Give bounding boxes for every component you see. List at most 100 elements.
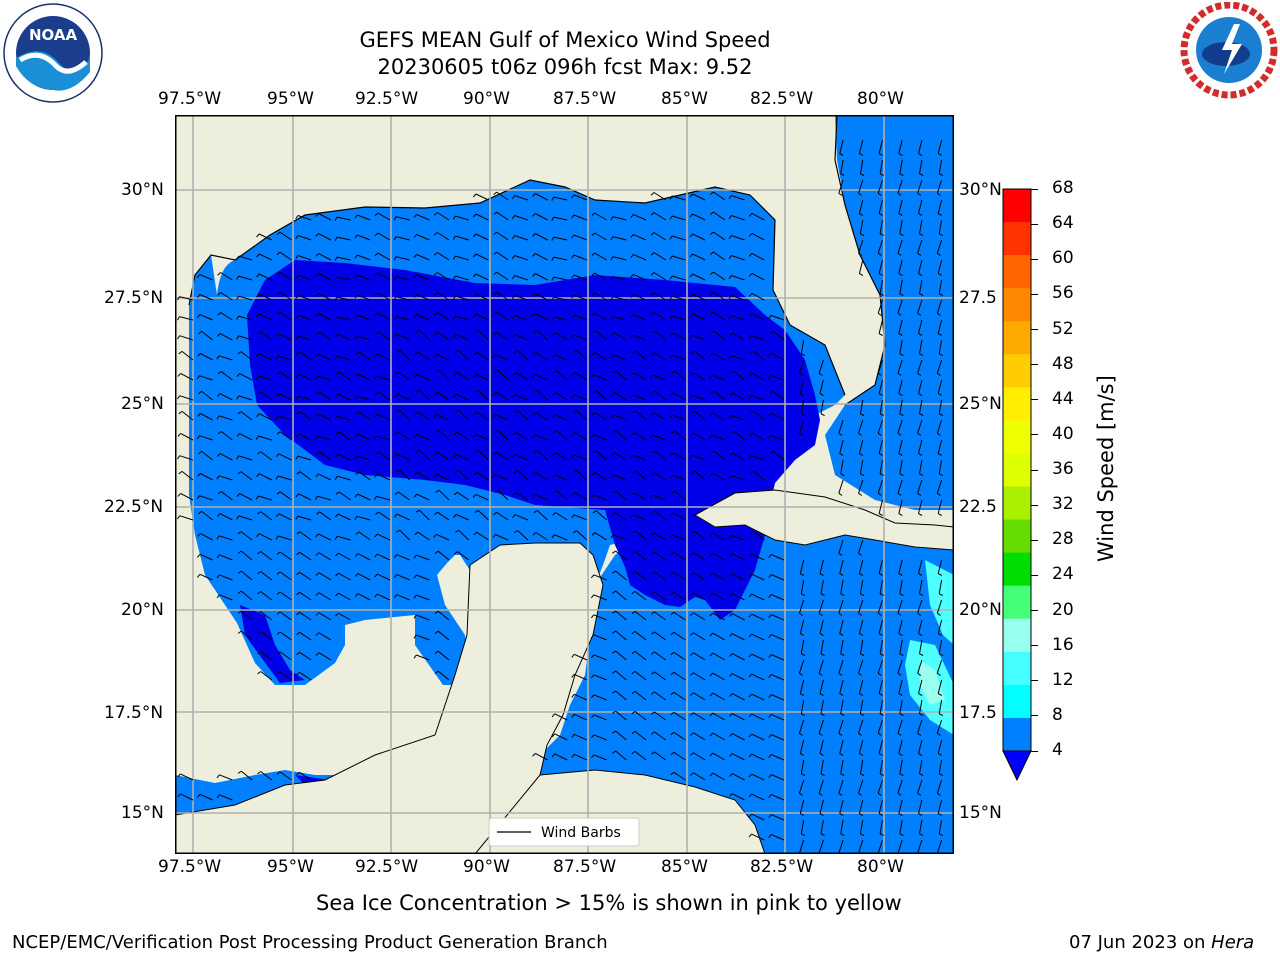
wind-barb-flag [728, 355, 732, 359]
wind-barb [475, 373, 489, 381]
wind-barb-flag [709, 692, 714, 697]
wind-barb [612, 256, 627, 261]
wind-barb [918, 199, 923, 214]
wind-barb-flag [413, 594, 417, 599]
wind-barb [800, 399, 805, 414]
wind-barb [218, 535, 233, 541]
wind-barb-flag [552, 392, 556, 396]
wind-barb-flag [532, 193, 536, 197]
wind-barb-flag [257, 631, 261, 635]
wind-barb [731, 295, 745, 301]
wind-barb-flag [728, 415, 732, 419]
wind-barb-flag [532, 532, 537, 536]
wind-barb [573, 514, 588, 521]
wind-barb [535, 472, 548, 481]
wind-barb-flag [571, 673, 575, 678]
wind-barb [633, 372, 647, 381]
wind-barb-flag [879, 473, 884, 476]
wind-barb-flag [840, 593, 845, 596]
wind-barb [772, 330, 785, 341]
wind-barb [673, 691, 686, 701]
wind-barb [653, 252, 667, 261]
wind-barb [574, 432, 588, 441]
wind-barb-flag [820, 713, 825, 716]
wind-barb-flag [859, 693, 864, 696]
wind-barb [693, 572, 706, 581]
wind-barb [879, 219, 883, 234]
wind-barb [298, 493, 312, 501]
wind-barb [338, 371, 351, 381]
wind-barb [279, 671, 292, 681]
wind-barb [238, 515, 253, 521]
wind-barb [917, 239, 923, 254]
wind-barb [899, 279, 903, 294]
wind-barb-flag [897, 192, 902, 196]
wind-barb-flag [728, 195, 732, 200]
wind-barb [615, 590, 627, 601]
wind-barb [859, 579, 864, 594]
wind-barb [770, 614, 785, 621]
wind-barb-flag [472, 494, 477, 498]
wind-barb [672, 414, 686, 421]
wind-barb [671, 275, 686, 281]
wind-barb-flag [917, 432, 922, 436]
wind-barb-flag [840, 833, 845, 836]
wind-barb-flag [729, 613, 733, 617]
wind-barb [395, 296, 410, 301]
wind-barb-flag [819, 693, 824, 696]
wind-barb-flag [413, 254, 417, 258]
wind-barb [219, 774, 233, 781]
wind-barb [878, 379, 883, 394]
wind-barb [839, 439, 844, 454]
wind-barb [820, 759, 824, 774]
wind-barb-flag [571, 514, 575, 519]
wind-barb-flag [670, 332, 674, 337]
wind-barb [336, 415, 351, 421]
wind-barb [858, 559, 864, 574]
wind-barb-flag [709, 231, 714, 235]
wind-barb [635, 530, 647, 541]
wind-barb [937, 379, 943, 394]
wind-barb-flag [860, 833, 865, 836]
wind-barb [799, 679, 805, 694]
wind-barb [238, 335, 253, 341]
wind-barb [240, 590, 253, 601]
wind-barb [200, 353, 213, 361]
wind-barb [917, 779, 923, 794]
wind-barb [771, 352, 785, 361]
wind-barb-flag [335, 592, 339, 597]
lon-label-top: 85°W [661, 89, 708, 109]
colorbar-tick-mark [1031, 188, 1038, 190]
wind-barb-flag [899, 233, 904, 236]
wind-barb [219, 513, 233, 521]
wind-barb-flag [650, 611, 655, 615]
wind-barb-flag [315, 572, 320, 576]
wind-barb [798, 839, 805, 854]
wind-barb-flag [551, 534, 555, 539]
wind-barb-flag [748, 653, 752, 658]
wind-barb [476, 351, 489, 361]
wind-barb [553, 296, 568, 301]
wind-barb [732, 332, 745, 341]
wind-barb-flag [708, 434, 713, 439]
wind-barb [694, 470, 706, 481]
colorbar-tick-mark [1031, 715, 1038, 717]
wind-barb [298, 373, 312, 381]
wind-barb-flag [748, 313, 753, 317]
wind-barb [477, 390, 489, 401]
wind-barb [240, 770, 253, 781]
wind-barb-flag [354, 336, 358, 341]
wind-barb [731, 653, 745, 661]
wind-barb-flag [710, 330, 715, 334]
colorbar-tick-mark [1031, 434, 1038, 436]
wind-barb-flag [768, 654, 772, 659]
wind-barb [536, 450, 548, 461]
wind-barb-flag [435, 489, 440, 493]
wind-barb-flag [610, 354, 614, 359]
wind-barb [751, 773, 765, 781]
wind-barb-flag [860, 173, 865, 176]
wind-barb [633, 214, 647, 221]
wind-barb-flag [799, 432, 803, 436]
wind-barb [615, 710, 627, 721]
wind-barb [199, 553, 213, 561]
